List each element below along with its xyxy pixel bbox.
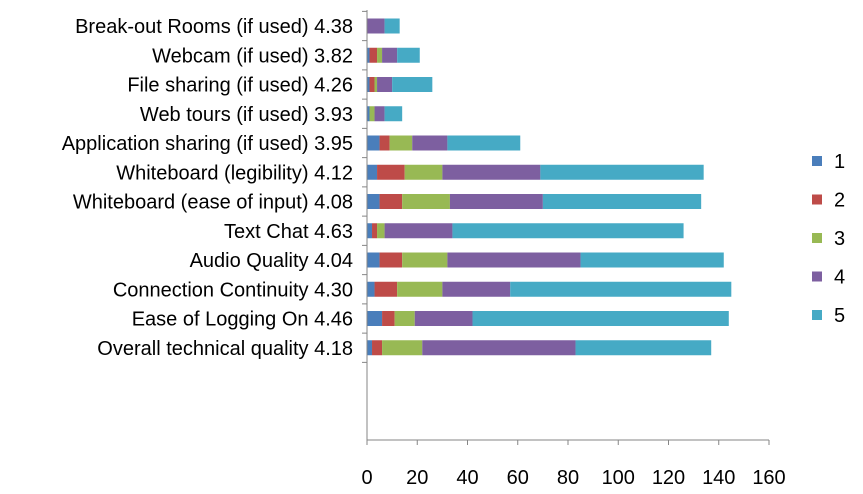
x-tick-label: 20 xyxy=(406,467,428,489)
legend: 1 2 3 4 5 xyxy=(812,151,845,327)
bar-segment-3-row-10 xyxy=(397,281,443,297)
x-tick-label: 160 xyxy=(752,467,785,489)
bar-segment-5-row-8 xyxy=(452,223,684,239)
bar-segment-4-row-11 xyxy=(414,311,473,326)
legend-swatch-1 xyxy=(812,156,822,166)
bar-segment-2-row-5 xyxy=(379,135,390,151)
bar-segment-1-row-5 xyxy=(367,135,380,151)
category-label: Webcam (if used) 3.82 xyxy=(152,45,353,67)
x-tick-label: 80 xyxy=(557,467,579,489)
bar-segment-1-row-10 xyxy=(367,281,375,297)
bar-segment-1-row-9 xyxy=(367,252,380,268)
bar-segment-2-row-6 xyxy=(377,164,405,180)
category-label: Text Chat 4.63 xyxy=(224,221,353,243)
bar-segment-2-row-10 xyxy=(374,281,398,297)
category-label: Application sharing (if used) 3.95 xyxy=(62,133,353,155)
bar-segment-3-row-5 xyxy=(389,135,413,151)
bar-segment-2-row-8 xyxy=(372,223,378,239)
bar-segment-2-row-12 xyxy=(372,340,383,356)
bar-segment-3-row-6 xyxy=(404,164,443,180)
legend-label: 4 xyxy=(834,267,845,289)
bar-segment-4-row-6 xyxy=(442,164,541,180)
category-label: Web tours (if used) 3.93 xyxy=(140,104,353,126)
bar-segment-1-row-8 xyxy=(367,223,373,239)
bar-segment-5-row-2 xyxy=(397,47,420,63)
category-label: Break-out Rooms (if used) 4.38 xyxy=(75,16,353,38)
bar-segment-4-row-9 xyxy=(447,252,581,268)
bar-segment-3-row-7 xyxy=(402,194,450,209)
bar-segment-4-row-8 xyxy=(384,223,453,239)
bar-segment-5-row-10 xyxy=(510,281,732,297)
category-label: File sharing (if used) 4.26 xyxy=(127,75,353,97)
legend-swatch-5 xyxy=(812,310,822,320)
bar-segment-3-row-3 xyxy=(374,77,378,92)
bar-segment-5-row-6 xyxy=(540,164,704,180)
category-label: Ease of Logging On 4.46 xyxy=(132,309,353,331)
bar-segment-3-row-11 xyxy=(394,311,415,326)
bar-segment-5-row-4 xyxy=(384,106,403,122)
bar-segment-3-row-4 xyxy=(369,106,375,122)
bar-segment-2-row-7 xyxy=(379,194,403,209)
bar-segment-4-row-1 xyxy=(367,18,385,34)
legend-label: 3 xyxy=(834,228,845,250)
x-tick-label: 0 xyxy=(361,467,372,489)
category-label: Audio Quality 4.04 xyxy=(190,250,353,272)
bar-segment-1-row-6 xyxy=(367,164,378,180)
bar-segment-4-row-4 xyxy=(374,106,385,122)
bar-segment-2-row-9 xyxy=(379,252,403,268)
bar-segment-4-row-3 xyxy=(377,77,393,92)
x-axis-ticks: 0 20 40 60 80 100 120 140 160 xyxy=(361,440,786,489)
bar-segment-3-row-9 xyxy=(402,252,448,268)
bar-segment-3-row-2 xyxy=(377,47,383,63)
category-label: Whiteboard (legibility) 4.12 xyxy=(116,162,353,184)
category-label: Whiteboard (ease of input) 4.08 xyxy=(73,192,353,214)
bar-segment-2-row-11 xyxy=(382,311,395,326)
bar-segment-4-row-7 xyxy=(449,194,543,209)
x-tick-label: 140 xyxy=(702,467,735,489)
x-tick-label: 100 xyxy=(602,467,635,489)
category-label: Connection Continuity 4.30 xyxy=(113,279,353,301)
category-labels: Break-out Rooms (if used) 4.38 Webcam (if… xyxy=(62,16,353,360)
bar-segment-5-row-12 xyxy=(575,340,712,356)
bar-segment-1-row-3 xyxy=(367,77,370,92)
legend-label: 1 xyxy=(834,151,845,173)
bar-segment-1-row-2 xyxy=(367,47,370,63)
bar-segment-5-row-11 xyxy=(472,311,729,326)
bar-segment-4-row-5 xyxy=(412,135,448,151)
legend-label: 5 xyxy=(834,305,845,327)
bar-segment-4-row-10 xyxy=(442,281,511,297)
legend-label: 2 xyxy=(834,190,845,212)
bar-segment-3-row-8 xyxy=(377,223,385,239)
plot-area xyxy=(367,18,732,356)
legend-swatch-3 xyxy=(812,233,822,243)
bar-segment-4-row-2 xyxy=(382,47,398,63)
legend-swatch-4 xyxy=(812,271,822,282)
bar-segment-5-row-9 xyxy=(580,252,724,268)
category-label: Overall technical quality 4.18 xyxy=(97,338,353,360)
bar-segment-5-row-3 xyxy=(392,77,433,92)
bar-segment-5-row-1 xyxy=(384,18,400,34)
x-tick-label: 120 xyxy=(652,467,685,489)
bar-segment-4-row-12 xyxy=(422,340,576,356)
bar-segment-3-row-12 xyxy=(382,340,423,356)
legend-swatch-2 xyxy=(812,194,822,205)
x-tick-label: 40 xyxy=(456,467,478,489)
x-tick-label: 60 xyxy=(507,467,529,489)
bar-segment-1-row-11 xyxy=(367,311,383,326)
bar-segment-2-row-2 xyxy=(369,47,378,63)
bar-segment-1-row-4 xyxy=(367,106,370,122)
bar-segment-1-row-12 xyxy=(367,340,373,356)
bar-segment-5-row-7 xyxy=(542,194,702,209)
bar-segment-2-row-3 xyxy=(369,77,375,92)
bar-segment-1-row-7 xyxy=(367,194,380,209)
bar-segment-5-row-5 xyxy=(447,135,521,151)
